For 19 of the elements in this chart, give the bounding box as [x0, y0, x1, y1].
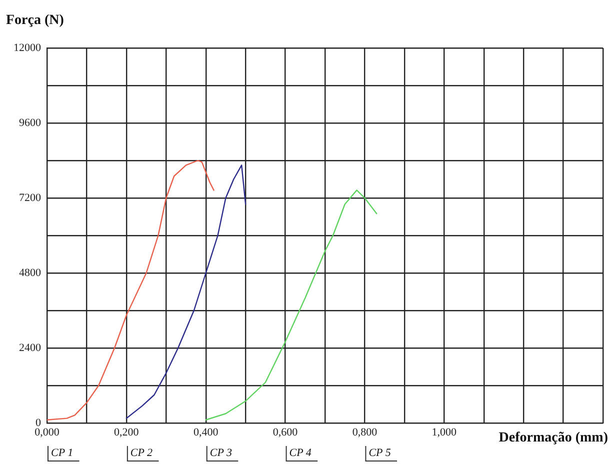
text: CP 2: [130, 446, 154, 459]
x-tick-label: 0,400: [193, 426, 219, 438]
y-axis-title: Força (N): [6, 13, 64, 28]
text: CP 1: [51, 446, 74, 459]
y-tick-label: 4800: [19, 266, 42, 279]
y-tick-label: 12000: [14, 42, 42, 54]
y-tick-label: 0: [36, 416, 42, 429]
y-tick-label: 9600: [19, 116, 42, 129]
x-tick-label: 0,600: [272, 426, 298, 438]
x-tick-label: 0,200: [114, 426, 140, 438]
text: CP 4: [289, 446, 312, 459]
x-tick-label: 0,800: [352, 426, 378, 438]
x-axis-title: Deformação (mm): [498, 430, 608, 446]
x-tick-label: 1,000: [432, 426, 458, 438]
text: CP 3: [210, 446, 232, 459]
y-tick-label: 7200: [19, 192, 42, 204]
y-tick-label: 2400: [19, 342, 42, 354]
x-tick-label: 0,000: [34, 426, 60, 438]
text: CP 5: [368, 446, 392, 459]
